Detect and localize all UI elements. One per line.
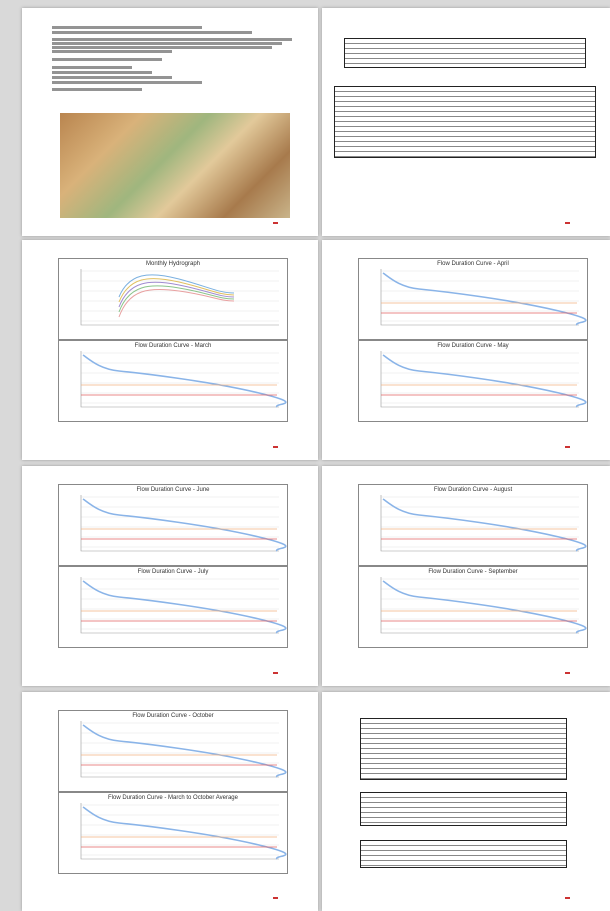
page	[322, 8, 610, 236]
map-image	[60, 113, 290, 218]
page: Flow Duration Curve - August Flow Duratio…	[322, 466, 610, 686]
page-number	[565, 897, 570, 899]
page-number	[273, 222, 278, 224]
chart-graphic	[359, 259, 587, 339]
chart: Flow Duration Curve - April	[358, 258, 588, 340]
chart-title: Flow Duration Curve - June	[59, 487, 287, 493]
table	[334, 86, 596, 158]
page	[22, 8, 318, 236]
page-number	[565, 672, 570, 674]
page-number	[565, 222, 570, 224]
page: Flow Duration Curve - April Flow Duration…	[322, 240, 610, 460]
table	[360, 792, 567, 826]
curve	[119, 289, 234, 317]
page	[322, 692, 610, 911]
text-line	[52, 42, 282, 45]
page: Monthly Hydrograph Flow Duration Curve - …	[22, 240, 318, 460]
chart-graphic	[59, 793, 287, 873]
chart: Flow Duration Curve - March to October A…	[58, 792, 288, 874]
text-line	[52, 66, 132, 69]
curve	[81, 269, 279, 325]
text-line	[52, 76, 172, 79]
chart-title: Monthly Hydrograph	[59, 261, 287, 267]
chart-graphic	[59, 567, 287, 647]
text-line	[52, 88, 142, 91]
table	[360, 718, 567, 780]
chart-title: Flow Duration Curve - September	[359, 569, 587, 575]
chart: Flow Duration Curve - October	[58, 710, 288, 792]
page-number	[565, 446, 570, 448]
chart: Flow Duration Curve - September	[358, 566, 588, 648]
chart: Flow Duration Curve - July	[58, 566, 288, 648]
chart-title: Flow Duration Curve - July	[59, 569, 287, 575]
page-number	[273, 446, 278, 448]
chart-graphic	[59, 711, 287, 791]
text-line	[52, 81, 202, 84]
chart-graphic	[359, 485, 587, 565]
chart-graphic	[359, 567, 587, 647]
table	[360, 840, 567, 868]
chart-graphic	[59, 259, 287, 339]
chart-title: Flow Duration Curve - May	[359, 343, 587, 349]
text-line	[52, 26, 202, 29]
page: Flow Duration Curve - October Flow Durati…	[22, 692, 318, 911]
text-line	[52, 38, 292, 41]
table	[344, 38, 586, 68]
chart-title: Flow Duration Curve - August	[359, 487, 587, 493]
chart: Flow Duration Curve - March	[58, 340, 288, 422]
chart: Monthly Hydrograph	[58, 258, 288, 340]
page: Flow Duration Curve - June Flow Duration …	[22, 466, 318, 686]
chart-graphic	[359, 341, 587, 421]
chart-title: Flow Duration Curve - April	[359, 261, 587, 267]
page-number	[273, 672, 278, 674]
text-line	[52, 71, 152, 74]
chart: Flow Duration Curve - June	[58, 484, 288, 566]
chart-title: Flow Duration Curve - March to October A…	[59, 795, 287, 801]
chart: Flow Duration Curve - May	[358, 340, 588, 422]
page-number	[273, 897, 278, 899]
chart-title: Flow Duration Curve - October	[59, 713, 287, 719]
text-line	[52, 58, 162, 61]
chart: Flow Duration Curve - August	[358, 484, 588, 566]
chart-title: Flow Duration Curve - March	[59, 343, 287, 349]
text-line	[52, 31, 252, 34]
text-line	[52, 46, 272, 49]
text-line	[52, 50, 172, 53]
chart-graphic	[59, 341, 287, 421]
chart-graphic	[59, 485, 287, 565]
document-viewer: {"charts": [ {"title": "Monthly Hydrogra…	[0, 0, 610, 911]
